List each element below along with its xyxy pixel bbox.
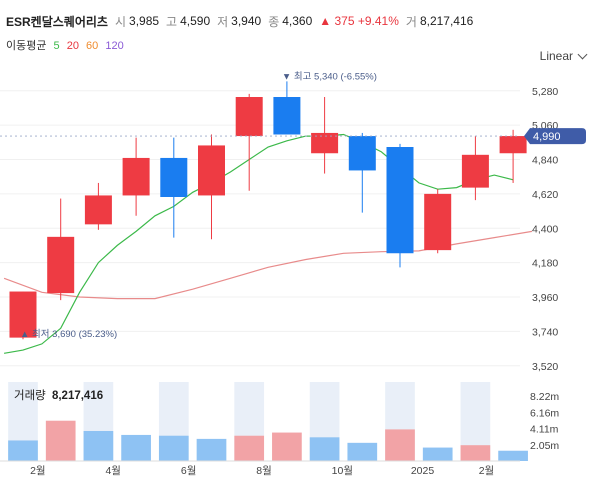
volume-bar xyxy=(422,447,453,461)
candle-body xyxy=(311,132,339,154)
high-label: 고 xyxy=(166,14,178,29)
volume-bar xyxy=(8,440,38,461)
stock-header: ESR켄달스퀘어리츠 시 3,985 고 4,590 저 3,940 종 4,3… xyxy=(6,12,480,30)
volume-tick-label: 6.16m xyxy=(530,407,559,419)
y-tick-label: 3,960 xyxy=(532,292,558,304)
candle-body xyxy=(461,154,489,188)
volume-bar xyxy=(45,420,76,461)
high-annotation: ▼ 최고 5,340 (-6.55%) xyxy=(282,71,377,82)
candle-body xyxy=(235,97,263,137)
volume-tick-label: 8.22m xyxy=(530,391,559,403)
close-label: 종 xyxy=(268,14,280,29)
moving-average-label: 이동평균 xyxy=(6,40,47,52)
change-value: ▲ 375 +9.41% xyxy=(319,14,399,28)
x-tick-label: 10월 xyxy=(332,465,353,477)
candle-body xyxy=(122,157,150,196)
scale-label: Linear xyxy=(539,49,573,63)
ma-period-120: 120 xyxy=(105,40,124,52)
current-price-tag xyxy=(524,128,586,145)
candle-body xyxy=(273,97,301,135)
x-tick-label: 6월 xyxy=(181,465,197,477)
volume-title-value: 8,217,416 xyxy=(51,390,104,402)
low-annotation: ▲ 최저 3,690 (35.23%) xyxy=(20,329,117,340)
volume-bar xyxy=(460,445,491,461)
volume-bar xyxy=(121,434,151,461)
moving-average-legend[interactable]: 이동평균 5 20 60 120 xyxy=(6,37,128,53)
volume-bar xyxy=(196,438,227,461)
y-tick-label: 4,620 xyxy=(532,189,558,201)
close-value: 4,360 xyxy=(282,14,313,28)
stock-name: ESR켄달스퀘어리츠 xyxy=(6,14,108,29)
volume-bar xyxy=(158,435,189,461)
volume-title-label: 거래량 xyxy=(14,390,46,402)
volume-title: 거래량 8,217,416 xyxy=(14,387,103,403)
y-tick-label: 5,280 xyxy=(532,86,558,98)
volume-bar xyxy=(272,432,302,461)
volume-tick-label: 4.11m xyxy=(530,424,559,436)
y-tick-label: 4,840 xyxy=(532,155,558,167)
candle-body xyxy=(84,195,112,225)
volume-bar xyxy=(347,442,378,461)
x-tick-label: 8월 xyxy=(256,465,272,477)
candle-body xyxy=(47,236,75,294)
y-tick-label: 3,740 xyxy=(532,326,558,338)
x-tick-label: 2025 xyxy=(411,465,435,477)
y-tick-label: 3,520 xyxy=(532,361,558,373)
volume-bar xyxy=(498,450,528,461)
ma20-line xyxy=(3,230,533,300)
candle-body xyxy=(424,193,452,251)
volume-label: 거 xyxy=(405,14,417,29)
high-value: 4,590 xyxy=(180,14,211,28)
volume-bar xyxy=(385,429,415,461)
ma-period-60: 60 xyxy=(86,40,99,52)
volume-bar xyxy=(309,437,340,461)
candle-body xyxy=(386,147,414,254)
volume-bar xyxy=(234,435,265,461)
scale-dropdown[interactable]: Linear xyxy=(539,49,588,63)
ma-period-20: 20 xyxy=(66,40,79,52)
candle-body xyxy=(198,145,225,196)
ma-period-5: 5 xyxy=(53,40,60,52)
x-tick-label: 2월 xyxy=(30,465,46,477)
candle-body xyxy=(499,136,527,154)
volume-tick-label: 2.05m xyxy=(530,440,559,452)
x-tick-label: 2월 xyxy=(479,465,495,477)
y-tick-label: 4,400 xyxy=(532,223,558,235)
low-value: 3,940 xyxy=(231,14,262,28)
y-tick-label: 4,180 xyxy=(532,258,558,270)
x-tick-label: 4월 xyxy=(105,465,121,477)
open-label: 시 xyxy=(114,14,127,29)
current-price-label: 4,990 xyxy=(533,131,561,143)
volume-value: 8,217,416 xyxy=(419,14,474,28)
ma5-line xyxy=(3,133,514,354)
candle-body xyxy=(160,157,188,197)
volume-bar xyxy=(83,430,114,461)
candle-body xyxy=(9,291,37,338)
low-label: 저 xyxy=(217,14,229,29)
open-value: 3,985 xyxy=(129,14,160,28)
candle-body xyxy=(348,136,376,171)
